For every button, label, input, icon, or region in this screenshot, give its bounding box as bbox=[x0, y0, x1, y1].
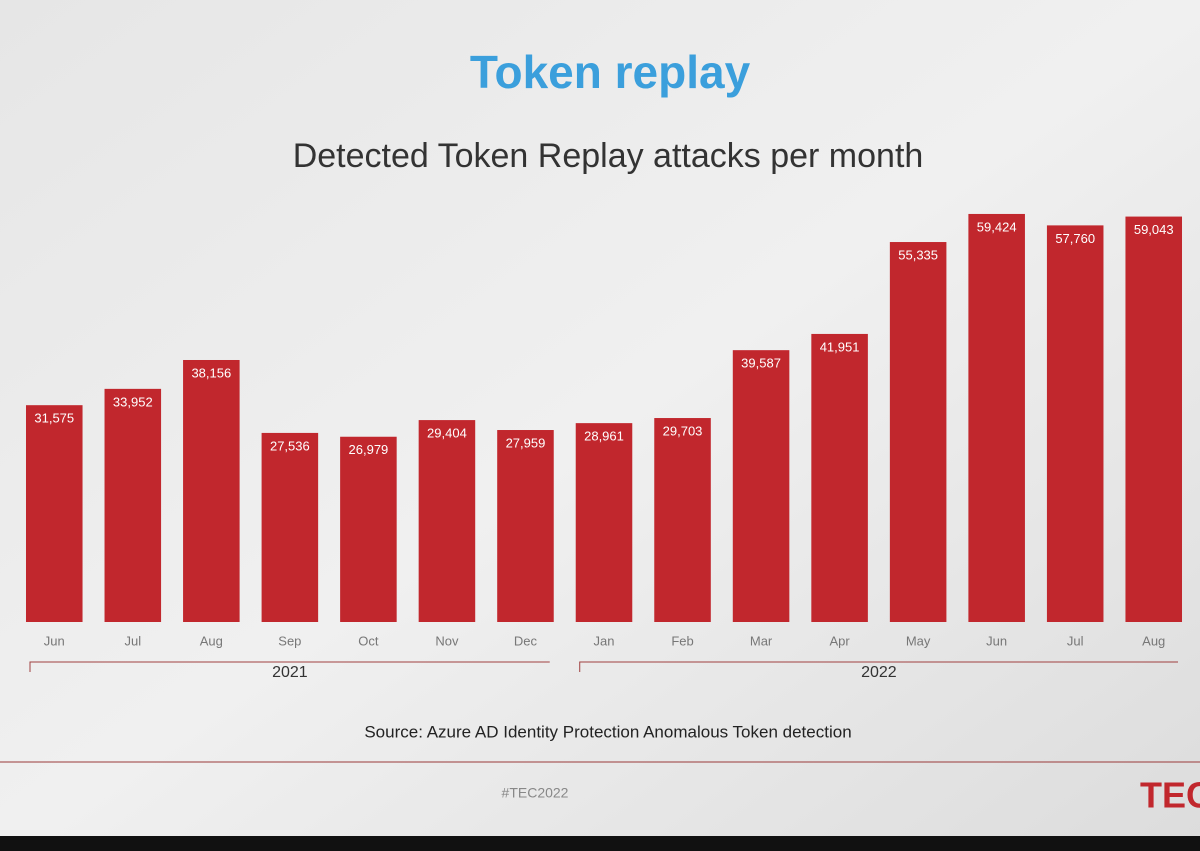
bar bbox=[418, 420, 476, 622]
screen-edge bbox=[0, 836, 1200, 851]
value-label: 26,979 bbox=[349, 442, 389, 457]
bar bbox=[1046, 225, 1104, 622]
x-tick-label: Jul bbox=[124, 633, 141, 648]
x-tick-label: Jul bbox=[1067, 633, 1084, 648]
x-tick-label: Feb bbox=[671, 633, 693, 648]
x-tick-label: Sep bbox=[278, 633, 301, 648]
value-label: 55,335 bbox=[898, 247, 938, 262]
group-label: 2022 bbox=[861, 664, 897, 681]
group-label: 2021 bbox=[272, 664, 308, 681]
x-tick-label: Oct bbox=[358, 633, 379, 648]
value-label: 59,424 bbox=[977, 219, 1017, 234]
value-label: 29,404 bbox=[427, 426, 467, 441]
bar bbox=[1125, 216, 1183, 622]
value-label: 39,587 bbox=[741, 356, 781, 371]
bar bbox=[732, 350, 790, 622]
footer-tag: #TEC2022 bbox=[502, 785, 569, 801]
chart-title: Token replay bbox=[470, 46, 751, 98]
bar bbox=[25, 405, 83, 622]
bar bbox=[575, 423, 633, 622]
bar bbox=[261, 432, 319, 622]
bar bbox=[340, 436, 397, 622]
value-label: 31,575 bbox=[34, 411, 74, 426]
source-note: Source: Azure AD Identity Protection Ano… bbox=[364, 722, 851, 741]
x-tick-label: Jun bbox=[44, 633, 65, 648]
value-label: 27,536 bbox=[270, 438, 310, 453]
value-label: 27,959 bbox=[506, 435, 546, 450]
group-bracket bbox=[29, 661, 550, 672]
bar bbox=[889, 242, 947, 622]
value-label: 28,961 bbox=[584, 429, 624, 444]
x-tick-label: Apr bbox=[829, 633, 850, 648]
x-tick-label: Nov bbox=[435, 633, 459, 648]
x-tick-label: May bbox=[906, 633, 931, 648]
chart-subtitle: Detected Token Replay attacks per month bbox=[293, 137, 924, 175]
x-tick-label: Aug bbox=[200, 633, 223, 648]
value-label: 29,703 bbox=[663, 423, 703, 438]
x-tick-label: Dec bbox=[514, 633, 538, 648]
x-tick-label: Mar bbox=[750, 633, 773, 648]
bar bbox=[811, 333, 868, 622]
group-bracket bbox=[579, 661, 1178, 672]
value-label: 38,156 bbox=[191, 365, 231, 380]
logo: TEC bbox=[1140, 775, 1200, 816]
x-tick-label: Jun bbox=[986, 633, 1007, 648]
bar bbox=[654, 418, 711, 622]
value-label: 59,043 bbox=[1134, 222, 1174, 237]
x-tick-label: Aug bbox=[1142, 633, 1165, 648]
bar bbox=[968, 213, 1025, 622]
value-label: 33,952 bbox=[113, 394, 153, 409]
value-label: 57,760 bbox=[1055, 231, 1095, 246]
bar bbox=[497, 430, 554, 622]
value-label: 41,951 bbox=[820, 339, 860, 354]
x-tick-label: Jan bbox=[594, 633, 615, 648]
bar bbox=[183, 359, 240, 622]
bar bbox=[104, 388, 162, 622]
